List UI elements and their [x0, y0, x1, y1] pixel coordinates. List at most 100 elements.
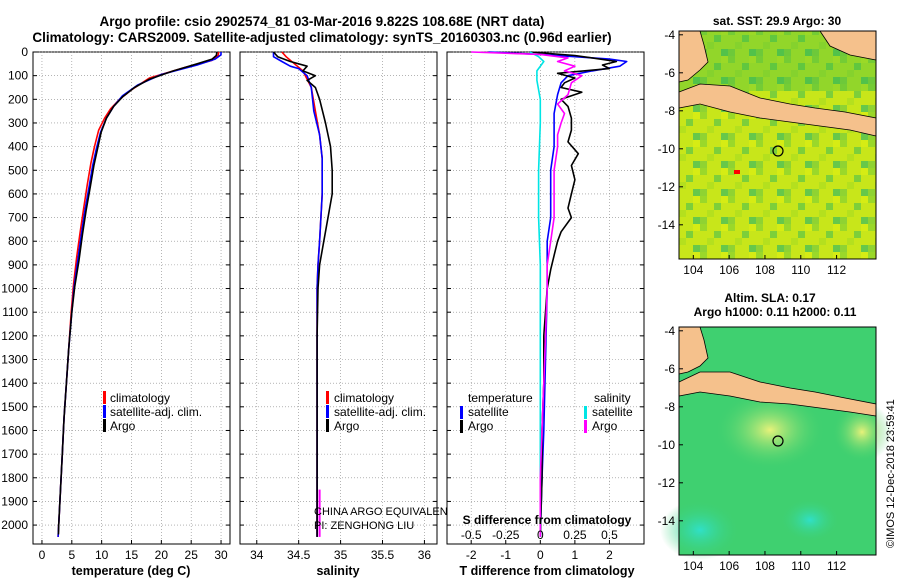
temperature-axis-label: temperature (deg C): [72, 564, 191, 578]
series-s-satellite: [529, 51, 545, 537]
x-tick-label: 5: [68, 548, 75, 562]
legend-swatch-satellite: [326, 405, 329, 418]
legend-label-t-argo: Argo: [468, 419, 494, 433]
legend-header-temperature: temperature: [468, 391, 533, 405]
depth-tick-label: 200: [8, 92, 28, 106]
legend-label-argo: Argo: [334, 419, 360, 433]
legend-swatch-s-satellite: [584, 406, 587, 419]
x-tick-label: 0: [537, 548, 544, 562]
legend-label-s-argo: Argo: [592, 419, 618, 433]
depth-tick-label: 1000: [1, 282, 28, 296]
lat-tick-label: -10: [658, 438, 676, 452]
temperature-tick-labels: 0 5 10 15 20 25 30: [39, 548, 228, 562]
sst-map: sat. SST: 29.9 Argo: 30 104 106 108 110 112 …: [658, 14, 877, 277]
series-argo: [57, 51, 218, 535]
legend-label-s-satellite: satellite: [592, 405, 633, 419]
s-tick-label: -0.25: [492, 528, 520, 542]
difference-legend-temperature: temperature satellite Argo: [460, 391, 533, 433]
depth-tick-label: 2000: [1, 518, 28, 532]
lon-tick-label: 108: [755, 559, 775, 573]
legend-swatch-climatology: [326, 391, 329, 404]
depth-tick-label: 1700: [1, 447, 28, 461]
x-tick-label: 15: [125, 548, 139, 562]
lat-tick-label: -6: [664, 362, 675, 376]
legend-swatch-satellite: [103, 405, 106, 418]
salinity-panel: 34 34.5 35 35.5 36 salinity climatology sate…: [239, 51, 455, 578]
lat-tick-label: -10: [658, 142, 676, 156]
lon-tick-label: 108: [755, 263, 775, 277]
salinity-gridlines: [240, 51, 437, 544]
depth-tick-label: 300: [8, 116, 28, 130]
lat-tick-label: -8: [664, 104, 675, 118]
x-tick-label: 36: [418, 548, 432, 562]
salinity-series: [272, 51, 334, 537]
lon-tick-label: 112: [827, 263, 846, 277]
salinity-plot-frame: [239, 51, 438, 545]
depth-tick-label: 800: [8, 234, 28, 248]
depth-tick-label: 700: [8, 211, 28, 225]
x-tick-label: -2: [466, 548, 477, 562]
depth-tick-label: 100: [8, 69, 28, 83]
lat-tick-label: -12: [658, 180, 676, 194]
legend-swatch-t-argo: [460, 420, 463, 433]
s-tick-label: 0.5: [601, 528, 618, 542]
x-tick-label: 30: [214, 548, 228, 562]
figure-title-line1: Argo profile: csio 2902574_81 03-Mar-201…: [100, 14, 545, 29]
s-difference-tick-labels: -0.5 -0.25 0 0.25 0.5: [461, 528, 618, 542]
temperature-legend: climatology satellite-adj. clim. Argo: [103, 391, 202, 433]
series-s-argo: [471, 51, 583, 537]
legend-swatch-climatology: [103, 391, 106, 404]
sst-map-title: sat. SST: 29.9 Argo: 30: [713, 14, 842, 28]
legend-swatch-argo: [326, 419, 329, 432]
sla-map-title-line2: Argo h1000: 0.11 h2000: 0.11: [694, 305, 857, 319]
legend-swatch-t-satellite: [460, 406, 463, 419]
s-difference-axis-label: S difference from climatology: [463, 513, 632, 527]
figure-title-line2: Climatology: CARS2009. Satellite-adjuste…: [32, 30, 611, 45]
sumatra-land: [678, 326, 709, 375]
s-tick-label: -0.5: [461, 528, 482, 542]
depth-tick-label: 1500: [1, 400, 28, 414]
depth-tick-label: 900: [8, 258, 28, 272]
legend-header-salinity: salinity: [594, 391, 631, 405]
x-tick-label: 35.5: [371, 548, 395, 562]
lat-tick-label: -14: [658, 218, 676, 232]
temperature-gridlines: [33, 51, 230, 544]
sla-lat-tick-labels: -4 -6 -8 -10 -12 -14: [658, 324, 683, 528]
t-difference-tick-labels: -2 -1 0 1 2: [466, 548, 613, 562]
sla-map: Altim. SLA: 0.17 Argo h1000: 0.11 h2000:…: [658, 291, 892, 573]
depth-tick-label: 1200: [1, 329, 28, 343]
sst-lat-tick-labels: -4 -6 -8 -10 -12 -14: [658, 28, 683, 232]
depth-tick-labels: 0 100 200 300 400 500 600 700 800 900 1000 1100 1200…: [1, 45, 28, 532]
legend-swatch-argo: [103, 419, 106, 432]
lon-tick-label: 106: [719, 263, 739, 277]
depth-tick-label: 0: [21, 45, 28, 59]
salinity-tick-labels: 34 34.5 35 35.5 36: [250, 548, 431, 562]
legend-swatch-s-argo: [584, 420, 587, 433]
depth-tick-label: 600: [8, 187, 28, 201]
lat-tick-label: -8: [664, 400, 675, 414]
series-argo: [272, 51, 334, 537]
lat-tick-label: -6: [664, 66, 675, 80]
lat-tick-label: -4: [664, 324, 675, 338]
argo-position-marker: [772, 435, 784, 447]
institution-note-line2: PI: ZENGHONG LIU: [314, 520, 414, 532]
sumatra-land: [678, 30, 709, 83]
legend-label-argo: Argo: [110, 419, 136, 433]
sst-warm-pixel: [734, 170, 740, 174]
x-tick-label: 1: [572, 548, 579, 562]
lon-tick-label: 110: [791, 559, 810, 573]
depth-tick-label: 1900: [1, 494, 28, 508]
institution-note-line1: CHINA ARGO EQUIVALENT: [314, 506, 455, 518]
argo-position-marker: [772, 145, 784, 157]
depth-tick-label: 1600: [1, 423, 28, 437]
s-tick-label: 0.25: [563, 528, 587, 542]
salinity-legend: climatology satellite-adj. clim. Argo: [326, 391, 426, 433]
sst-field: [679, 31, 876, 259]
legend-label-climatology: climatology: [110, 391, 170, 405]
x-tick-label: -1: [500, 548, 511, 562]
lat-tick-label: -4: [664, 28, 675, 42]
depth-tick-label: 1400: [1, 376, 28, 390]
t-difference-axis-label: T difference from climatology: [459, 564, 634, 578]
sla-lon-tick-labels: 104 106 108 110 112: [683, 551, 846, 573]
